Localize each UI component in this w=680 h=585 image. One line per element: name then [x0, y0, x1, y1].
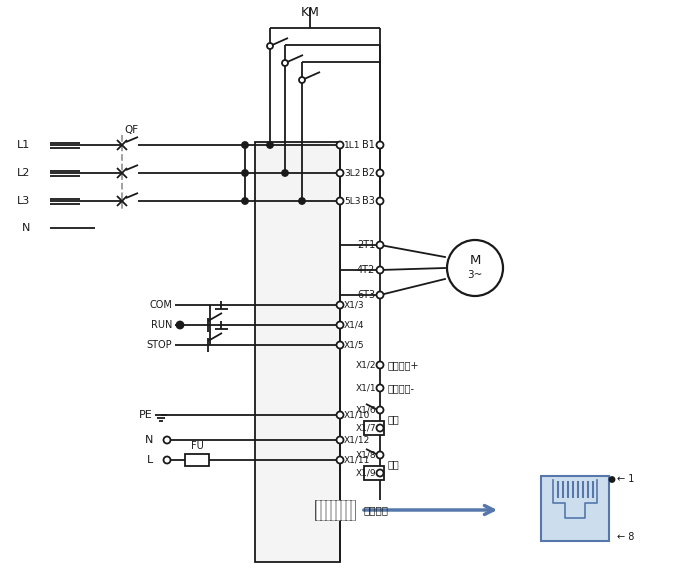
Text: ← 1: ← 1	[617, 474, 634, 484]
Text: X1/11: X1/11	[344, 456, 371, 464]
Circle shape	[337, 342, 343, 349]
Circle shape	[377, 425, 384, 432]
Circle shape	[163, 456, 171, 463]
Circle shape	[377, 198, 384, 205]
Text: N: N	[145, 435, 153, 445]
Text: X1/10: X1/10	[344, 411, 371, 419]
Text: QF: QF	[124, 125, 138, 135]
Bar	[255, 142, 340, 562]
Circle shape	[177, 322, 184, 329]
Circle shape	[337, 170, 343, 177]
Text: FU: FU	[190, 441, 203, 451]
Circle shape	[377, 142, 384, 149]
Circle shape	[299, 198, 305, 204]
Text: N: N	[22, 223, 30, 233]
Text: X1/3: X1/3	[344, 301, 364, 309]
Circle shape	[242, 170, 248, 176]
Text: ← 8: ← 8	[617, 532, 634, 542]
Text: 4T2: 4T2	[357, 265, 375, 275]
Text: L3: L3	[17, 196, 30, 206]
Circle shape	[242, 142, 248, 148]
Text: X1/12: X1/12	[344, 435, 370, 445]
Text: X1/9: X1/9	[356, 469, 376, 477]
Bar	[541, 476, 609, 541]
Text: L2: L2	[16, 168, 30, 178]
Circle shape	[337, 301, 343, 308]
Circle shape	[377, 470, 384, 477]
Text: STOP: STOP	[146, 340, 172, 350]
Bar	[315, 500, 355, 520]
Text: 1L1: 1L1	[344, 140, 360, 150]
Text: X1/4: X1/4	[344, 321, 364, 329]
Circle shape	[267, 43, 273, 49]
Circle shape	[609, 477, 615, 482]
Text: COM: COM	[149, 300, 172, 310]
Text: L1: L1	[17, 140, 30, 150]
Text: RUN: RUN	[151, 320, 172, 330]
Text: 通讯接口: 通讯接口	[363, 505, 388, 515]
Text: X1/1: X1/1	[356, 384, 376, 393]
Text: 2T1: 2T1	[357, 240, 375, 250]
Text: B1: B1	[362, 140, 375, 150]
Text: 6T3: 6T3	[357, 290, 375, 300]
Bar	[185, 454, 209, 466]
Text: X1/6: X1/6	[356, 405, 376, 415]
Circle shape	[337, 198, 343, 205]
Circle shape	[163, 436, 171, 443]
Circle shape	[337, 411, 343, 418]
Circle shape	[377, 384, 384, 391]
Circle shape	[377, 170, 384, 177]
Circle shape	[267, 142, 273, 148]
Circle shape	[447, 240, 503, 296]
Circle shape	[377, 452, 384, 459]
Text: 5L3: 5L3	[344, 197, 360, 205]
Text: 模拟输出-: 模拟输出-	[388, 383, 415, 393]
Text: 3~: 3~	[467, 270, 483, 280]
Circle shape	[242, 198, 248, 204]
Text: L: L	[147, 455, 153, 465]
Circle shape	[377, 267, 384, 274]
Circle shape	[377, 407, 384, 414]
Text: M: M	[469, 254, 481, 267]
Circle shape	[377, 291, 384, 298]
Text: 模拟输出+: 模拟输出+	[388, 360, 420, 370]
Circle shape	[282, 170, 288, 176]
Text: 旁路: 旁路	[388, 414, 400, 424]
Circle shape	[282, 60, 288, 66]
Text: X1/5: X1/5	[344, 340, 364, 349]
Circle shape	[377, 242, 384, 249]
Text: 故障: 故障	[388, 459, 400, 469]
Bar	[364, 421, 384, 435]
Circle shape	[337, 142, 343, 149]
Circle shape	[377, 362, 384, 369]
Text: X1/2: X1/2	[356, 360, 376, 370]
Text: KM: KM	[301, 5, 320, 19]
Text: X1/7: X1/7	[356, 424, 376, 432]
Text: X1/8: X1/8	[356, 450, 376, 459]
Text: B3: B3	[362, 196, 375, 206]
Circle shape	[337, 456, 343, 463]
Circle shape	[337, 436, 343, 443]
Text: 3L2: 3L2	[344, 168, 360, 177]
Text: PE: PE	[139, 410, 153, 420]
Circle shape	[337, 322, 343, 329]
Bar	[364, 466, 384, 480]
Circle shape	[299, 77, 305, 83]
Text: B2: B2	[362, 168, 375, 178]
